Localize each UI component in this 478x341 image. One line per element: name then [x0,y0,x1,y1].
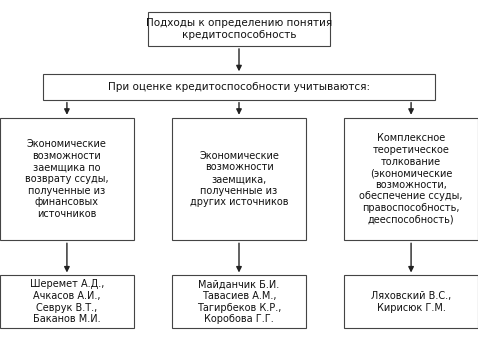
Text: Экономические
возможности
заемщика по
возврату ссуды,
полученные из
финансовых
и: Экономические возможности заемщика по во… [25,139,109,219]
FancyBboxPatch shape [172,118,306,240]
Text: Ляховский В.С.,
Кирисюк Г.М.: Ляховский В.С., Кирисюк Г.М. [371,291,451,313]
FancyBboxPatch shape [172,276,306,328]
Text: Комплексное
теоретическое
толкование
(экономические
возможности,
обеспечение ссу: Комплексное теоретическое толкование (эк… [359,133,463,225]
Text: Подходы к определению понятия
кредитоспособность: Подходы к определению понятия кредитоспо… [146,18,332,40]
FancyBboxPatch shape [0,276,134,328]
Text: Майданчик Б.И.
Тавасиев А.М.,
Тагирбеков К.Р.,
Коробова Г.Г.: Майданчик Б.И. Тавасиев А.М., Тагирбеков… [197,279,281,324]
FancyBboxPatch shape [43,74,435,100]
Text: При оценке кредитоспособности учитываются:: При оценке кредитоспособности учитываютс… [108,82,370,92]
FancyBboxPatch shape [0,118,134,240]
FancyBboxPatch shape [148,12,330,46]
FancyBboxPatch shape [344,276,478,328]
FancyBboxPatch shape [344,118,478,240]
Text: Экономические
возможности
заемщика,
полученные из
других источников: Экономические возможности заемщика, полу… [190,151,288,207]
Text: Шеремет А.Д.,
Ачкасов А.И.,
Севрук В.Т.,
Баканов М.И.: Шеремет А.Д., Ачкасов А.И., Севрук В.Т.,… [30,279,104,324]
